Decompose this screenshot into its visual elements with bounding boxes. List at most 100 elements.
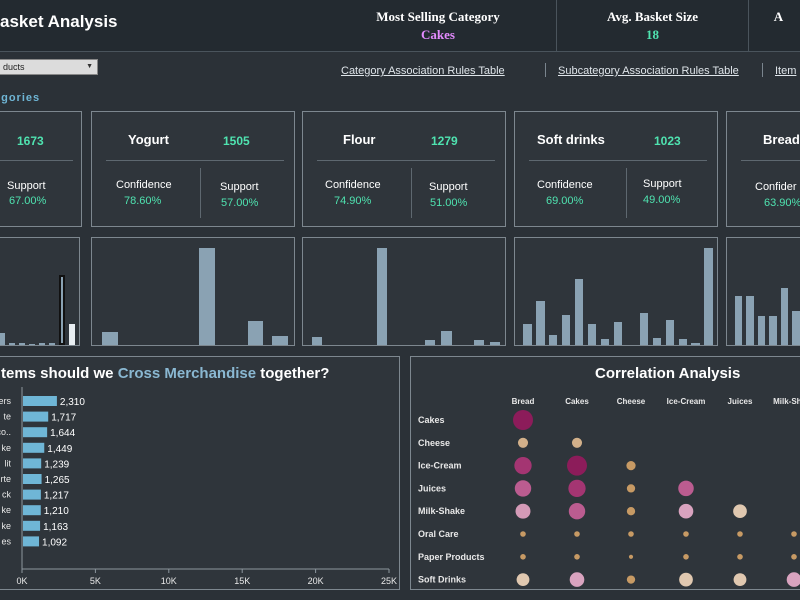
histogram-bar[interactable] xyxy=(587,324,597,345)
column-header: Ice-Cream xyxy=(667,397,706,406)
histogram-bar[interactable] xyxy=(562,315,571,345)
y-tick-label: ke xyxy=(1,443,11,453)
card-vdivider xyxy=(200,168,201,218)
category-card-soft-drinks[interactable]: Soft drinks 1023 Confidence 69.00% Suppo… xyxy=(514,111,718,227)
correlation-bubble-chart: Bread Cakes Cheese Ice-Cream Juices Milk-Shak… xyxy=(418,397,800,587)
row-label: Cheese xyxy=(418,438,450,448)
histogram-bar[interactable] xyxy=(652,337,661,345)
histogram-bar[interactable] xyxy=(757,316,766,345)
bubble xyxy=(515,503,531,519)
card-divider xyxy=(529,160,707,161)
bubble xyxy=(516,573,530,586)
histogram-0 xyxy=(0,237,80,346)
histogram-bar[interactable] xyxy=(247,321,264,345)
histogram-bar[interactable] xyxy=(575,279,584,345)
card-count: 1023 xyxy=(654,134,681,148)
panel-title: tems should we Cross Merchandise togethe… xyxy=(1,365,329,382)
histogram-bar[interactable] xyxy=(536,300,545,345)
histogram-bar[interactable] xyxy=(18,342,26,345)
data-label: 1,217 xyxy=(44,491,69,502)
histogram-bar[interactable] xyxy=(704,248,713,345)
nav-divider xyxy=(545,63,546,77)
title-part: tems should we xyxy=(1,365,118,382)
histogram-bar[interactable] xyxy=(48,342,56,345)
histogram-bar[interactable] xyxy=(780,288,789,345)
histogram-3 xyxy=(514,237,718,346)
bubble xyxy=(733,573,747,586)
histogram-bar[interactable] xyxy=(665,320,674,345)
kpi-most-selling-category: Most Selling Category Cakes xyxy=(320,0,556,52)
data-label: 1,449 xyxy=(47,444,72,455)
histogram-bar[interactable] xyxy=(489,341,501,345)
histogram-bar[interactable] xyxy=(678,338,687,345)
category-card-yogurt[interactable]: Yogurt 1505 Confidence 78.60% Support 57… xyxy=(91,111,295,227)
histogram-bar[interactable] xyxy=(58,274,66,345)
category-card-flour[interactable]: Flour 1279 Confidence 74.90% Support 51.… xyxy=(302,111,506,227)
x-tick-label: 25K xyxy=(381,576,397,586)
histogram-bar[interactable] xyxy=(473,339,484,345)
x-tick-label: 15K xyxy=(234,576,250,586)
histogram-bar[interactable] xyxy=(68,324,76,345)
histogram-bar[interactable] xyxy=(746,295,754,345)
bubble xyxy=(571,437,583,448)
card-divider xyxy=(0,160,73,161)
data-label: 1,210 xyxy=(44,506,69,517)
bubble xyxy=(626,461,636,471)
histogram-bar[interactable] xyxy=(769,316,777,345)
dashboard-title: asket Analysis xyxy=(0,12,118,31)
card-name: Soft drinks xyxy=(537,132,605,147)
bubble xyxy=(733,504,747,519)
confidence-label: Confidence xyxy=(116,179,172,191)
histogram-bar[interactable] xyxy=(425,339,436,345)
histogram-bar[interactable] xyxy=(311,336,323,345)
y-tick-label: ke xyxy=(1,505,11,515)
histogram-bar[interactable] xyxy=(600,338,610,345)
bubble xyxy=(520,554,526,560)
histogram-bar[interactable] xyxy=(8,342,16,345)
bubble xyxy=(626,507,636,516)
histogram-bar[interactable] xyxy=(523,324,532,345)
data-label: 1,092 xyxy=(42,537,67,548)
category-card-bread[interactable]: Bread Confider 63.90% xyxy=(726,111,800,227)
item-rules-link[interactable]: Item xyxy=(775,65,797,77)
histogram-bar[interactable] xyxy=(38,342,46,345)
bubble xyxy=(517,437,529,448)
confidence-value: 74.90% xyxy=(334,195,372,207)
histogram-bar[interactable] xyxy=(735,295,743,345)
card-name: Bread xyxy=(763,132,800,147)
bubble xyxy=(520,531,526,537)
histogram-bar[interactable] xyxy=(639,313,648,345)
category-rules-link[interactable]: Category Association Rules Table xyxy=(341,65,505,77)
histogram-bar[interactable] xyxy=(549,334,558,345)
bubble xyxy=(567,455,587,476)
bar xyxy=(23,411,49,422)
row-label: Soft Drinks xyxy=(418,575,466,585)
histogram-bar[interactable] xyxy=(792,311,800,345)
support-value: 51.00% xyxy=(430,197,468,209)
card-count: 1673 xyxy=(17,134,44,148)
histogram-bar[interactable] xyxy=(102,331,118,345)
category-card[interactable]: 1673 Support 67.00% xyxy=(0,111,82,227)
histogram-bar[interactable] xyxy=(691,342,700,345)
kpi-label: Most Selling Category xyxy=(376,9,500,24)
card-name: Flour xyxy=(343,132,376,147)
histogram-bar[interactable] xyxy=(28,343,36,345)
data-label: 1,265 xyxy=(45,475,70,486)
y-tick-label: es xyxy=(1,536,11,546)
column-header: Cakes xyxy=(565,397,589,406)
kpi-value: 18 xyxy=(646,27,659,42)
histogram-bar[interactable] xyxy=(613,322,623,345)
subcategory-rules-link[interactable]: Subcategory Association Rules Table xyxy=(558,65,739,77)
histogram-bar[interactable] xyxy=(199,248,215,345)
bubble xyxy=(786,572,800,587)
data-label: 1,644 xyxy=(50,428,75,439)
card-count: 1505 xyxy=(223,134,250,148)
bubble xyxy=(514,480,532,497)
product-filter-dropdown[interactable]: ducts ▼ xyxy=(0,59,98,75)
y-tick-label: lit xyxy=(5,458,12,468)
histogram-bar[interactable] xyxy=(376,248,387,345)
nav-divider xyxy=(762,63,763,77)
histogram-bar[interactable] xyxy=(441,330,452,345)
histogram-bar[interactable] xyxy=(272,335,288,345)
histogram-bar[interactable] xyxy=(0,332,6,345)
